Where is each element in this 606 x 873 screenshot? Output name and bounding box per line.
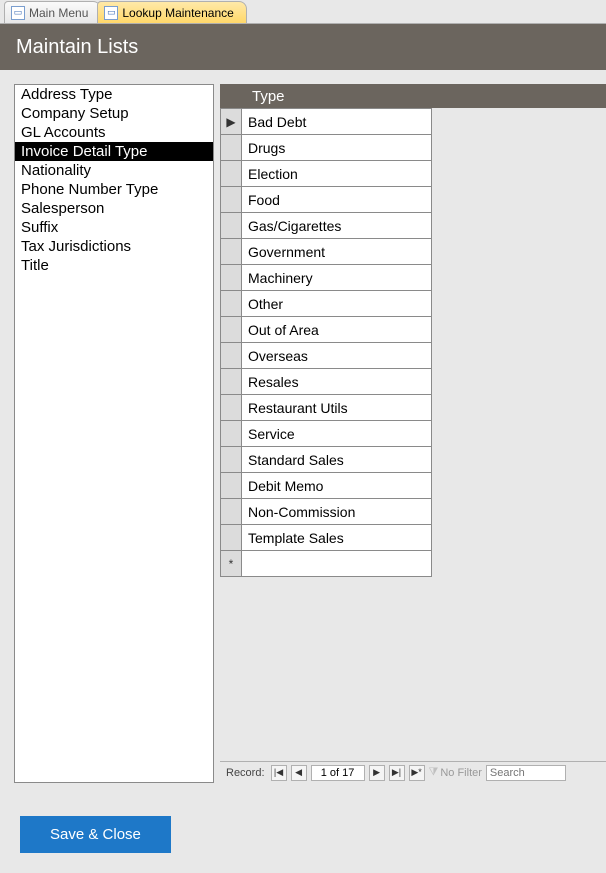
row-selector[interactable] [221, 369, 242, 395]
row-selector[interactable] [221, 447, 242, 473]
list-item[interactable]: Salesperson [15, 199, 213, 218]
type-cell[interactable]: Other [242, 291, 432, 317]
type-cell[interactable]: Overseas [242, 343, 432, 369]
nav-first-button[interactable]: |◀ [271, 765, 287, 781]
table-row[interactable]: Gas/Cigarettes [221, 213, 432, 239]
type-cell[interactable]: Restaurant Utils [242, 395, 432, 421]
row-selector[interactable] [221, 473, 242, 499]
nav-last-button[interactable]: ▶| [389, 765, 405, 781]
row-selector[interactable] [221, 187, 242, 213]
table-row[interactable]: Other [221, 291, 432, 317]
row-selector[interactable] [221, 213, 242, 239]
record-navigator: Record: |◀ ◀ ▶ ▶| ▶* ⧩ No Filter [220, 761, 606, 783]
grid-area: Type ▶Bad DebtDrugsElectionFoodGas/Cigar… [220, 84, 606, 783]
grid-header: Type [220, 84, 606, 108]
row-selector[interactable] [221, 291, 242, 317]
row-selector[interactable] [221, 161, 242, 187]
tab-lookup-maintenance[interactable]: ▭ Lookup Maintenance [97, 1, 246, 23]
footer: Save & Close [0, 796, 606, 873]
nav-next-button[interactable]: ▶ [369, 765, 385, 781]
type-cell[interactable]: Standard Sales [242, 447, 432, 473]
table-row[interactable]: ▶Bad Debt [221, 109, 432, 135]
list-item[interactable]: Address Type [15, 85, 213, 104]
table-row[interactable]: Food [221, 187, 432, 213]
table-row[interactable]: Debit Memo [221, 473, 432, 499]
row-selector[interactable] [221, 499, 242, 525]
type-cell[interactable]: Government [242, 239, 432, 265]
list-item[interactable]: Company Setup [15, 104, 213, 123]
type-cell[interactable]: Machinery [242, 265, 432, 291]
column-header-type[interactable]: Type [242, 88, 295, 105]
table-row[interactable]: Template Sales [221, 525, 432, 551]
tab-bar: ▭ Main Menu ▭ Lookup Maintenance [0, 0, 606, 24]
table-row[interactable]: Overseas [221, 343, 432, 369]
page-title: Maintain Lists [16, 36, 138, 59]
no-filter-indicator[interactable]: ⧩ No Filter [429, 766, 482, 779]
row-selector[interactable] [221, 525, 242, 551]
table-row[interactable]: Drugs [221, 135, 432, 161]
table-row[interactable]: Out of Area [221, 317, 432, 343]
funnel-icon: ⧩ [429, 766, 439, 779]
type-cell[interactable]: Out of Area [242, 317, 432, 343]
type-cell[interactable]: Service [242, 421, 432, 447]
type-cell[interactable]: Template Sales [242, 525, 432, 551]
table-row[interactable]: Service [221, 421, 432, 447]
search-input[interactable] [486, 765, 566, 781]
table-row[interactable]: Machinery [221, 265, 432, 291]
nav-new-button[interactable]: ▶* [409, 765, 425, 781]
type-cell[interactable]: Food [242, 187, 432, 213]
type-cell[interactable]: Non-Commission [242, 499, 432, 525]
table-row[interactable]: Resales [221, 369, 432, 395]
list-item[interactable]: Phone Number Type [15, 180, 213, 199]
save-close-button[interactable]: Save & Close [20, 816, 171, 853]
form-header: Maintain Lists [0, 24, 606, 70]
type-cell[interactable]: Gas/Cigarettes [242, 213, 432, 239]
record-position-input[interactable] [311, 765, 365, 781]
row-selector[interactable] [221, 265, 242, 291]
data-grid[interactable]: ▶Bad DebtDrugsElectionFoodGas/Cigarettes… [220, 108, 432, 577]
tab-label: Lookup Maintenance [122, 6, 233, 20]
type-cell[interactable]: Debit Memo [242, 473, 432, 499]
type-cell[interactable]: Election [242, 161, 432, 187]
list-item[interactable]: Tax Jurisdictions [15, 237, 213, 256]
table-row[interactable]: Standard Sales [221, 447, 432, 473]
row-selector[interactable] [221, 317, 242, 343]
new-row[interactable]: * [221, 551, 432, 577]
list-item[interactable]: Suffix [15, 218, 213, 237]
content-area: Address TypeCompany SetupGL AccountsInvo… [0, 70, 606, 783]
grid-body: ▶Bad DebtDrugsElectionFoodGas/Cigarettes… [220, 108, 606, 577]
row-selector[interactable] [221, 421, 242, 447]
list-item[interactable]: Invoice Detail Type [15, 142, 213, 161]
nav-prev-button[interactable]: ◀ [291, 765, 307, 781]
list-item[interactable]: GL Accounts [15, 123, 213, 142]
type-cell[interactable]: Bad Debt [242, 109, 432, 135]
tab-label: Main Menu [29, 6, 88, 20]
list-item[interactable]: Title [15, 256, 213, 275]
type-cell[interactable]: Drugs [242, 135, 432, 161]
table-row[interactable]: Restaurant Utils [221, 395, 432, 421]
list-item[interactable]: Nationality [15, 161, 213, 180]
row-selector[interactable] [221, 343, 242, 369]
row-selector[interactable] [221, 239, 242, 265]
lookup-category-list[interactable]: Address TypeCompany SetupGL AccountsInvo… [14, 84, 214, 783]
type-cell[interactable]: Resales [242, 369, 432, 395]
tab-main-menu[interactable]: ▭ Main Menu [4, 1, 101, 23]
record-label: Record: [224, 767, 267, 779]
form-icon: ▭ [104, 6, 118, 20]
type-cell[interactable] [242, 551, 432, 577]
row-selector[interactable]: * [221, 551, 242, 577]
table-row[interactable]: Non-Commission [221, 499, 432, 525]
row-selector[interactable] [221, 135, 242, 161]
table-row[interactable]: Election [221, 161, 432, 187]
row-selector[interactable]: ▶ [221, 109, 242, 135]
form-icon: ▭ [11, 6, 25, 20]
table-row[interactable]: Government [221, 239, 432, 265]
row-selector[interactable] [221, 395, 242, 421]
